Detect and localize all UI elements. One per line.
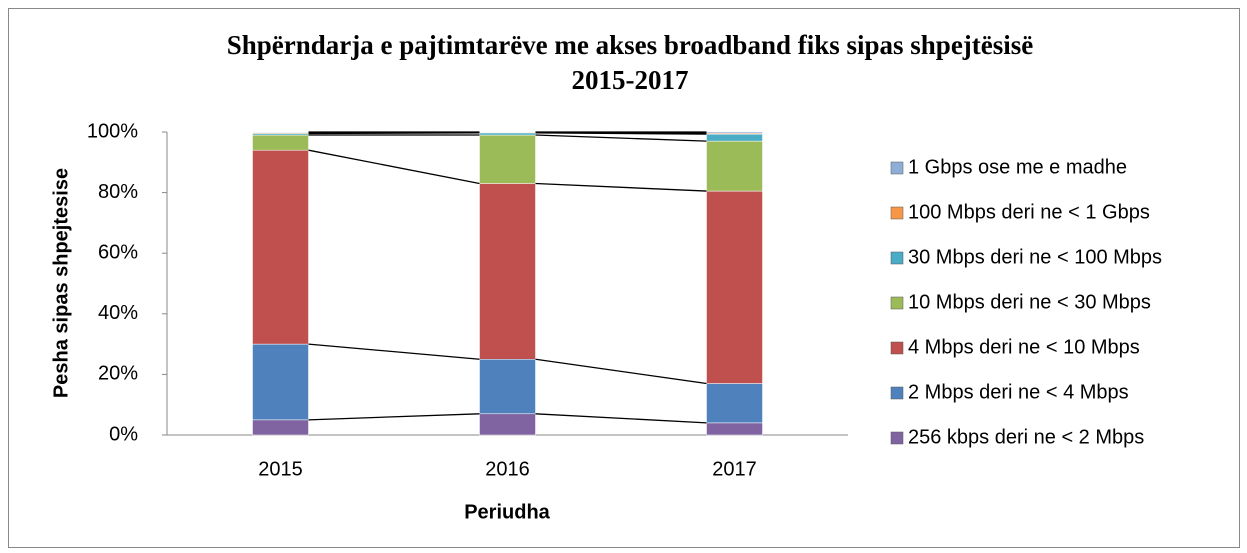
bar-segment — [706, 140, 763, 192]
series-line — [535, 358, 707, 385]
series-line — [308, 149, 480, 185]
chart-title: Shpërndarja e pajtimtarëve me akses broa… — [227, 30, 1034, 60]
series-line — [535, 134, 707, 142]
bar-segment — [252, 419, 309, 436]
legend-label: 256 kbps deri ne < 2 Mbps — [908, 426, 1144, 448]
legend-swatch — [890, 251, 904, 265]
legend-label: 100 Mbps deri ne < 1 Gbps — [908, 201, 1150, 223]
y-tick-label: 100% — [87, 120, 138, 142]
chart-title: 2015-2017 — [572, 65, 689, 95]
bar-segment — [706, 131, 763, 134]
series-line — [308, 343, 480, 360]
bar-segment — [252, 343, 309, 421]
series-line — [535, 182, 707, 192]
bar-segment — [479, 183, 536, 360]
y-tick-label: 0% — [109, 423, 138, 445]
legend-label: 2 Mbps deri ne < 4 Mbps — [908, 381, 1129, 403]
bar-segment — [706, 190, 763, 384]
bar-segment — [479, 359, 536, 415]
legend-swatch — [890, 386, 904, 400]
series-line — [308, 132, 480, 135]
bar-segment — [252, 134, 309, 151]
legend-label: 4 Mbps deri ne < 10 Mbps — [908, 336, 1140, 358]
legend-swatch — [890, 431, 904, 445]
x-tick-label: 2017 — [712, 458, 757, 480]
series-line — [535, 413, 707, 424]
bar-segment — [252, 149, 309, 345]
y-tick-label: 40% — [98, 302, 138, 324]
x-axis-label: Periudha — [464, 501, 550, 523]
y-axis-label: Pesha sipas shpejtesise — [50, 168, 72, 398]
legend-swatch — [890, 161, 904, 175]
y-tick-label: 60% — [98, 241, 138, 263]
series-line — [308, 413, 480, 421]
bar-segment — [479, 132, 536, 136]
bar-segment — [479, 134, 536, 184]
legend-swatch — [890, 341, 904, 355]
legend-swatch — [890, 206, 904, 220]
series-line — [535, 132, 707, 135]
legend-label: 10 Mbps deri ne < 30 Mbps — [908, 291, 1151, 313]
y-tick-label: 80% — [98, 181, 138, 203]
legend-label: 30 Mbps deri ne < 100 Mbps — [908, 246, 1162, 268]
bar-segment — [706, 133, 763, 142]
legend-swatch — [890, 296, 904, 310]
bar-segment — [706, 383, 763, 424]
x-tick-label: 2016 — [485, 458, 530, 480]
x-tick-label: 2015 — [258, 458, 303, 480]
bar-segment — [479, 413, 536, 436]
legend-label: 1 Gbps ose me e madhe — [908, 156, 1127, 178]
bar-segment — [252, 131, 309, 133]
y-tick-label: 20% — [98, 363, 138, 385]
chart-border — [8, 8, 1240, 548]
bar-segment — [706, 422, 763, 436]
